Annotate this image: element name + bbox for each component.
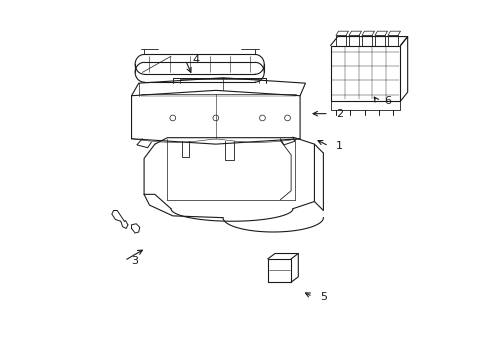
Text: 5: 5 xyxy=(319,292,326,302)
Text: 6: 6 xyxy=(384,96,390,106)
Text: 3: 3 xyxy=(131,256,138,266)
Text: 4: 4 xyxy=(192,55,199,65)
Text: 1: 1 xyxy=(335,141,342,151)
Text: 2: 2 xyxy=(335,109,343,119)
